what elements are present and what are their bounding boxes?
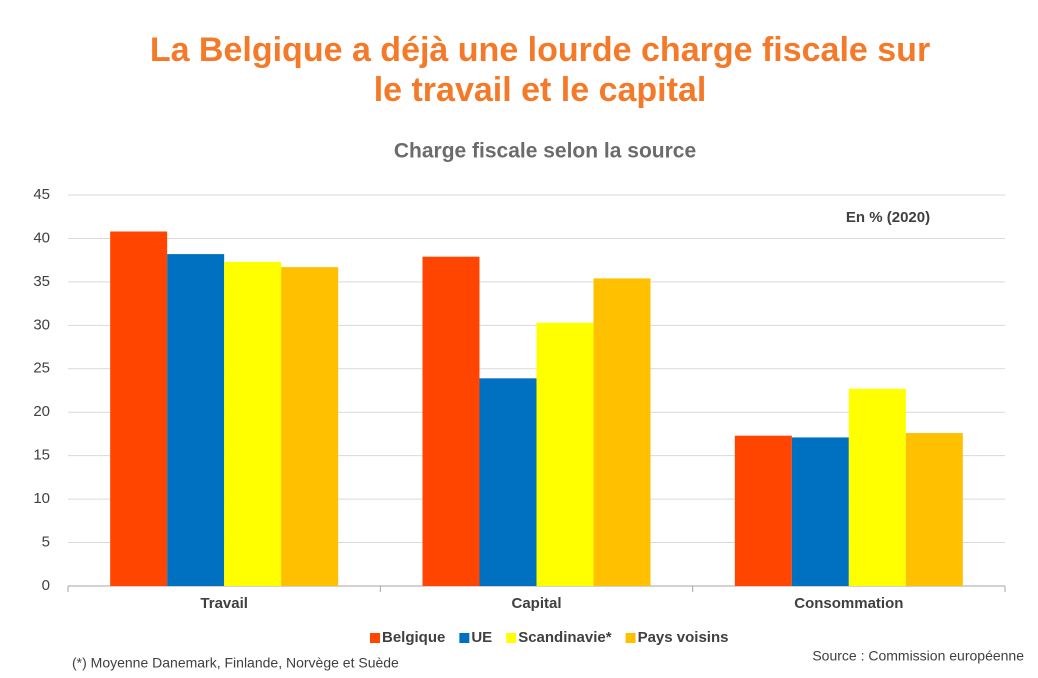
y-tick-label: 35 bbox=[33, 273, 50, 290]
y-tick-label: 25 bbox=[33, 360, 50, 377]
bar bbox=[848, 388, 906, 586]
legend-label: Belgique bbox=[382, 629, 445, 646]
chart-title: La Belgique a déjà une lourde charge fis… bbox=[150, 31, 930, 109]
legend-swatch bbox=[370, 633, 380, 643]
bar bbox=[734, 435, 792, 586]
annotation: En % (2020) bbox=[846, 209, 930, 226]
bar bbox=[536, 322, 594, 586]
y-tick-label: 10 bbox=[33, 490, 50, 507]
source: Source : Commission européenne bbox=[812, 648, 1024, 664]
legend-label: UE bbox=[471, 629, 492, 646]
y-tick-label: 45 bbox=[33, 186, 50, 203]
chart-subtitle: Charge fiscale selon la source bbox=[394, 140, 696, 163]
y-tick-label: 20 bbox=[33, 403, 50, 420]
bar bbox=[593, 278, 651, 586]
bar bbox=[422, 256, 480, 586]
bar bbox=[167, 254, 225, 586]
bar bbox=[905, 433, 963, 586]
y-tick-label: 30 bbox=[33, 316, 50, 333]
legend-label: Scandinavie* bbox=[518, 629, 612, 646]
legend-swatch bbox=[625, 633, 636, 643]
x-tick-label: Capital bbox=[511, 595, 561, 612]
y-tick-label: 5 bbox=[42, 534, 50, 551]
bar bbox=[479, 378, 537, 586]
y-tick-label: 40 bbox=[33, 229, 50, 246]
legend-swatch bbox=[506, 633, 517, 643]
y-tick-label: 0 bbox=[42, 577, 50, 594]
bar bbox=[791, 437, 849, 586]
legend-label: Pays voisins bbox=[638, 629, 729, 646]
bar bbox=[281, 267, 339, 586]
x-tick-label: Travail bbox=[200, 595, 248, 612]
bar bbox=[224, 261, 282, 586]
y-tick-label: 15 bbox=[33, 447, 50, 464]
x-tick-label: Consommation bbox=[794, 595, 903, 612]
footnote: (*) Moyenne Danemark, Finlande, Norvège … bbox=[72, 655, 399, 671]
legend-swatch bbox=[459, 633, 470, 643]
bar bbox=[110, 231, 168, 586]
